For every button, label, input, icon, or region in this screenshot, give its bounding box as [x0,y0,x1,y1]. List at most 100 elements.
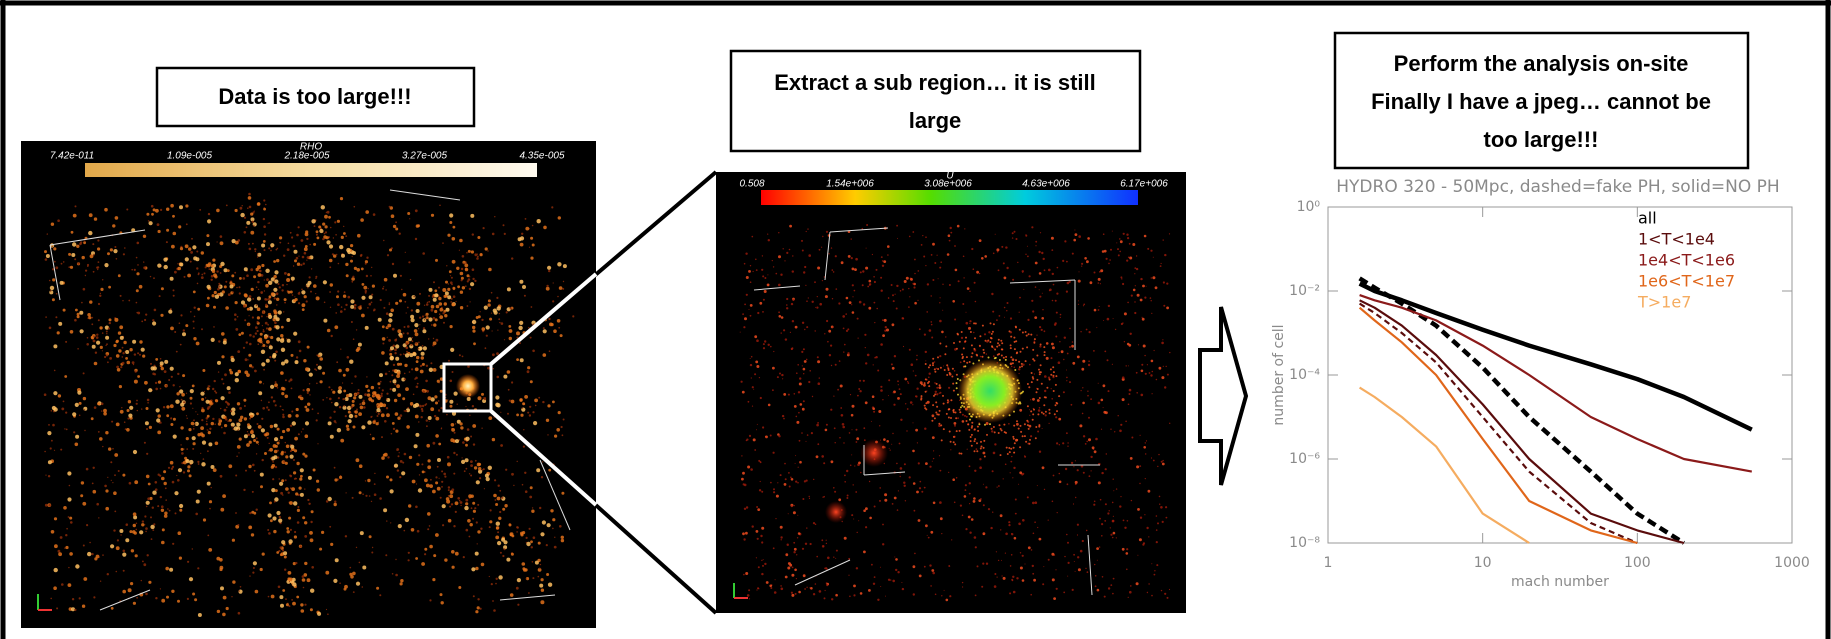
particle [968,327,971,330]
particle [302,428,304,430]
particle [54,568,58,572]
particle [72,242,76,246]
particle [500,412,501,413]
particle [435,402,438,405]
particle [883,438,886,441]
particle [424,548,427,551]
particle [1055,384,1057,386]
particle [426,303,429,306]
particle [519,399,522,402]
particle [915,395,917,397]
particle [1035,262,1038,265]
particle [749,309,750,310]
particle [83,545,85,547]
particle [984,333,986,335]
particle [430,407,434,411]
particle [1011,554,1013,556]
particle [882,334,885,337]
particle [122,300,123,301]
particle [244,417,247,420]
particle [468,494,472,498]
particle [1152,371,1154,373]
particle [1087,237,1090,240]
particle [904,378,907,381]
particle [444,558,447,561]
particle [872,395,875,398]
particle [326,500,329,503]
particle [494,311,498,315]
particle [823,462,825,464]
particle [947,253,950,256]
particle [1022,473,1024,475]
particle [485,347,487,349]
particle [473,443,475,445]
particle [805,285,806,286]
particle [892,433,893,434]
particle [382,325,385,328]
particle [1057,512,1058,513]
particle [179,322,181,324]
particle [563,419,565,421]
particle [843,442,844,443]
colorbar-label: 3.27e-005 [402,151,447,162]
particle [1021,363,1023,365]
particle [275,351,278,354]
particle [446,308,450,312]
particle [798,532,801,535]
particle [488,466,492,470]
particle [939,320,942,323]
particle [281,392,284,395]
particle [319,357,323,361]
particle [401,289,402,290]
particle [1124,341,1125,342]
particle [1128,597,1129,598]
particle [393,428,395,430]
particle [51,440,53,442]
particle [1006,267,1008,269]
particle [91,417,94,420]
particle [301,609,305,613]
particle [796,372,798,374]
particle [1095,585,1097,587]
particle [778,435,780,437]
particle [164,265,168,269]
particle [173,435,177,439]
particle [815,307,816,308]
particle [998,432,1000,434]
particle [347,406,351,410]
particle [532,561,534,563]
particle [1090,398,1092,400]
particle [931,324,933,326]
particle [824,333,825,334]
particle [447,234,450,237]
particle [114,318,118,322]
particle [1105,468,1107,470]
particle [338,386,342,390]
particle [412,340,414,342]
particle [460,426,463,429]
particle [528,592,530,594]
particle [262,311,264,313]
particle [408,504,411,507]
particle [181,448,184,451]
particle [307,287,308,288]
particle [893,392,894,393]
particle [912,231,914,233]
particle [857,532,858,533]
particle [246,274,249,277]
particle [400,414,403,417]
particle [848,558,850,560]
particle [421,562,425,566]
particle [853,594,855,596]
particle [1004,307,1006,309]
particle [350,412,351,413]
particle [434,415,436,417]
particle [1140,517,1142,519]
particle [1069,281,1071,283]
particle [976,450,978,452]
particle [756,506,758,508]
particle [256,268,259,271]
particle [347,356,350,359]
particle [120,295,122,297]
particle [791,505,793,507]
